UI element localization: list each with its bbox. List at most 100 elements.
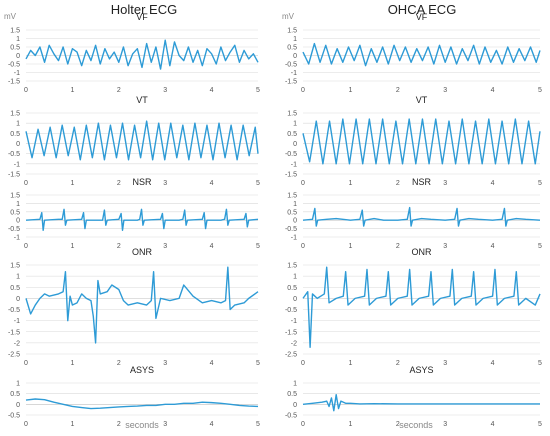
panel-title-ohca-nsr: NSR bbox=[412, 177, 432, 187]
y-tick-label: 1 bbox=[293, 121, 297, 128]
x-tick-label: 2 bbox=[396, 87, 400, 94]
ecg-trace-ohca-onr bbox=[302, 266, 541, 349]
x-tick-label: 4 bbox=[491, 421, 495, 428]
y-tick-label: 1 bbox=[16, 121, 20, 128]
y-tick-label: -0.5 bbox=[8, 62, 20, 69]
y-tick-label: -1.5 bbox=[285, 79, 297, 86]
x-tick-label: 0 bbox=[301, 180, 305, 187]
x-tick-label: 1 bbox=[70, 243, 74, 250]
y-tick-label: 0.5 bbox=[287, 45, 297, 52]
x-tick-label: 3 bbox=[163, 180, 167, 187]
y-tick-label: 0 bbox=[293, 53, 297, 60]
x-tick-label: 1 bbox=[70, 180, 74, 187]
x-tick-label: 3 bbox=[443, 421, 447, 428]
x-tick-label: 4 bbox=[210, 180, 214, 187]
panel-title-ohca-onr: ONR bbox=[412, 247, 433, 257]
y-tick-label: -0.5 bbox=[285, 307, 297, 314]
y-tick-label: -2 bbox=[291, 340, 297, 347]
panel-title-holter-nsr: NSR bbox=[132, 177, 152, 187]
y-tick-label: 1.5 bbox=[10, 111, 20, 118]
y-tick-label: -2.5 bbox=[285, 352, 297, 359]
x-tick-label: 3 bbox=[443, 243, 447, 250]
x-tick-label: 4 bbox=[210, 87, 214, 94]
y-tick-label: -1 bbox=[14, 318, 20, 325]
x-tick-label: 5 bbox=[256, 87, 260, 94]
y-tick-label: 1 bbox=[293, 381, 297, 388]
x-tick-label: 4 bbox=[210, 360, 214, 367]
y-tick-label: 0.5 bbox=[287, 285, 297, 292]
ecg-trace-holter-vt bbox=[25, 120, 259, 161]
x-tick-label: 4 bbox=[210, 243, 214, 250]
x-axis-label-ohca: seconds bbox=[399, 420, 433, 430]
y-tick-label: 0.5 bbox=[287, 391, 297, 398]
x-tick-label: 4 bbox=[491, 360, 495, 367]
y-tick-label: -1 bbox=[291, 70, 297, 77]
y-tick-label: 0.5 bbox=[10, 285, 20, 292]
x-tick-label: 0 bbox=[301, 243, 305, 250]
unit-label: mV bbox=[4, 12, 17, 21]
y-tick-label: 1 bbox=[16, 36, 20, 43]
x-tick-label: 0 bbox=[24, 421, 28, 428]
ecg-trace-holter-onr bbox=[25, 266, 259, 344]
ecg-trace-holter-vf bbox=[25, 39, 259, 70]
y-tick-label: 1.5 bbox=[10, 263, 20, 270]
x-axis-label-holter: seconds bbox=[125, 420, 159, 430]
y-tick-label: 1.5 bbox=[10, 193, 20, 200]
x-tick-label: 5 bbox=[538, 87, 542, 94]
y-tick-label: 0.5 bbox=[10, 209, 20, 216]
y-tick-label: 1.5 bbox=[287, 263, 297, 270]
y-tick-label: -1 bbox=[14, 161, 20, 168]
x-tick-label: 5 bbox=[538, 421, 542, 428]
x-tick-label: 3 bbox=[443, 180, 447, 187]
x-tick-label: 4 bbox=[210, 421, 214, 428]
y-tick-label: -1.5 bbox=[8, 329, 20, 336]
panel-title-holter-vt: VT bbox=[136, 95, 148, 105]
x-tick-label: 2 bbox=[396, 360, 400, 367]
panel-title-ohca-vf: VF bbox=[416, 12, 428, 22]
panel-title-holter-vf: VF bbox=[136, 12, 148, 22]
x-tick-label: 2 bbox=[117, 421, 121, 428]
x-tick-label: 2 bbox=[117, 243, 121, 250]
y-tick-label: 0 bbox=[16, 141, 20, 148]
x-tick-label: 0 bbox=[301, 360, 305, 367]
y-tick-label: 0.5 bbox=[10, 131, 20, 138]
x-tick-label: 1 bbox=[70, 421, 74, 428]
panel-title-ohca-vt: VT bbox=[416, 95, 428, 105]
y-tick-label: 0 bbox=[16, 218, 20, 225]
x-tick-label: 2 bbox=[396, 243, 400, 250]
x-tick-label: 0 bbox=[301, 87, 305, 94]
y-tick-label: -0.5 bbox=[8, 413, 20, 420]
panel-title-ohca-asys: ASYS bbox=[409, 365, 433, 375]
unit-label: mV bbox=[282, 12, 295, 21]
x-tick-label: 0 bbox=[24, 180, 28, 187]
y-tick-label: 0 bbox=[16, 53, 20, 60]
x-tick-label: 3 bbox=[163, 360, 167, 367]
y-tick-label: -1.5 bbox=[285, 172, 297, 179]
x-tick-label: 5 bbox=[256, 180, 260, 187]
x-tick-label: 3 bbox=[163, 243, 167, 250]
y-tick-label: 0 bbox=[293, 218, 297, 225]
x-tick-label: 2 bbox=[396, 180, 400, 187]
x-tick-label: 0 bbox=[24, 360, 28, 367]
x-tick-label: 0 bbox=[24, 243, 28, 250]
y-tick-label: -0.5 bbox=[8, 226, 20, 233]
x-tick-label: 0 bbox=[301, 421, 305, 428]
y-tick-label: 1 bbox=[16, 274, 20, 281]
x-tick-label: 5 bbox=[538, 180, 542, 187]
ecg-trace-holter-nsr bbox=[25, 208, 259, 231]
x-tick-label: 5 bbox=[256, 360, 260, 367]
y-tick-label: 0.5 bbox=[287, 131, 297, 138]
y-tick-label: 1 bbox=[293, 36, 297, 43]
ecg-trace-holter-asys bbox=[25, 398, 259, 410]
y-tick-label: 1.5 bbox=[10, 28, 20, 35]
x-tick-label: 1 bbox=[348, 87, 352, 94]
y-tick-label: -2 bbox=[14, 340, 20, 347]
y-tick-label: -0.5 bbox=[285, 62, 297, 69]
ecg-trace-ohca-vf bbox=[302, 42, 541, 67]
y-tick-label: 0 bbox=[293, 141, 297, 148]
ecg-trace-ohca-vt bbox=[302, 118, 541, 165]
ecg-trace-ohca-asys bbox=[302, 394, 540, 412]
column-title-ohca: OHCA ECG bbox=[387, 2, 457, 17]
x-tick-label: 2 bbox=[117, 180, 121, 187]
